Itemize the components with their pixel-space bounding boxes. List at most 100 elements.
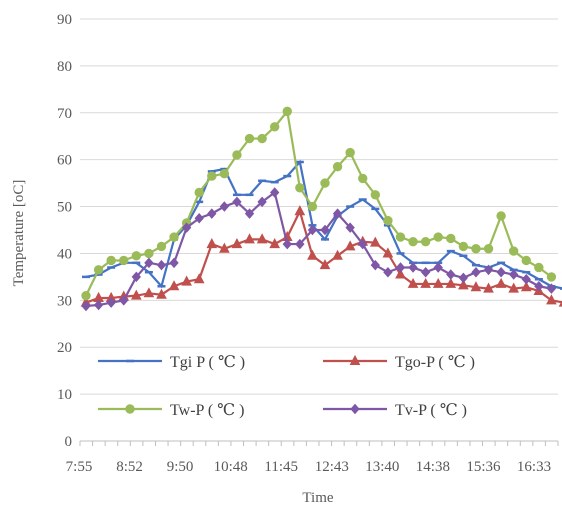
- y-tick-label: 80: [57, 59, 72, 75]
- data-point: [408, 237, 418, 247]
- data-point: [349, 354, 361, 365]
- data-point: [369, 236, 381, 247]
- y-tick-label: 90: [57, 12, 72, 28]
- data-point: [282, 106, 292, 117]
- data-point: [509, 269, 519, 280]
- data-point: [420, 266, 431, 278]
- legend-item: Tw-P ( ℃ ): [98, 402, 244, 419]
- x-tick-label: 15:36: [466, 459, 501, 475]
- data-point: [521, 273, 531, 285]
- data-point: [358, 238, 368, 250]
- data-point: [332, 162, 343, 172]
- y-tick-label: 20: [57, 340, 72, 356]
- data-point: [256, 233, 268, 244]
- data-point: [156, 288, 167, 299]
- data-point: [219, 169, 230, 179]
- data-point: [144, 257, 154, 269]
- data-point: [244, 133, 255, 144]
- legend-item: Tgi P ( ℃ ): [98, 354, 245, 371]
- data-point: [81, 290, 91, 301]
- data-point: [470, 281, 482, 292]
- data-point: [207, 208, 217, 219]
- data-point: [446, 233, 456, 244]
- legend-label: Tw-P ( ℃ ): [170, 402, 244, 419]
- data-point: [219, 201, 230, 212]
- data-point: [244, 233, 255, 244]
- data-point: [332, 249, 343, 260]
- y-axis-title: Temperature [oC]: [11, 180, 27, 287]
- data-point: [350, 403, 360, 415]
- legend-item: Tv-P ( ℃ ): [323, 402, 467, 419]
- data-point: [106, 297, 116, 308]
- data-point: [295, 238, 305, 250]
- data-point: [93, 265, 104, 275]
- data-point: [106, 255, 116, 266]
- data-point: [207, 171, 217, 181]
- data-point: [156, 259, 167, 271]
- data-point: [495, 277, 507, 288]
- data-point: [382, 247, 394, 258]
- data-point: [445, 277, 457, 288]
- x-tick-label: 12:43: [315, 459, 349, 475]
- x-tick-label: 8:52: [116, 459, 143, 475]
- data-point: [395, 262, 406, 273]
- data-point: [131, 251, 142, 261]
- data-point: [269, 237, 281, 249]
- data-point: [131, 271, 141, 283]
- data-point: [345, 147, 355, 158]
- y-tick-label: 50: [57, 200, 72, 216]
- x-tick-label: 11:45: [264, 459, 298, 475]
- legend-label: Tgi P ( ℃ ): [170, 354, 245, 371]
- data-point: [420, 237, 431, 247]
- data-point: [408, 262, 418, 273]
- data-point: [383, 215, 393, 226]
- data-point: [181, 275, 192, 286]
- data-point: [307, 249, 318, 260]
- x-tick-label: 13:40: [365, 459, 399, 475]
- data-point: [232, 150, 242, 160]
- legend-label: Tv-P ( ℃ ): [395, 402, 467, 419]
- data-point: [471, 244, 481, 254]
- data-point: [320, 224, 330, 236]
- data-point: [546, 294, 557, 305]
- data-point: [370, 190, 381, 200]
- x-tick-label: 9:50: [167, 459, 194, 475]
- data-point: [320, 178, 330, 188]
- data-point: [231, 237, 243, 249]
- data-point: [407, 277, 419, 288]
- data-point: [534, 262, 544, 273]
- data-point: [156, 241, 167, 252]
- y-tick-label: 30: [57, 293, 72, 309]
- data-point: [433, 232, 443, 242]
- y-tick-label: 40: [57, 246, 72, 262]
- data-point: [194, 213, 204, 224]
- data-point: [169, 257, 179, 269]
- data-point: [483, 282, 494, 293]
- legend-label: Tgo-P ( ℃ ): [395, 354, 475, 371]
- series-4: [81, 187, 557, 312]
- data-point: [345, 222, 355, 233]
- data-point: [446, 269, 456, 280]
- data-point: [244, 208, 255, 219]
- data-point: [282, 238, 292, 250]
- series-line: [85, 108, 553, 297]
- data-point: [307, 224, 318, 236]
- data-point: [471, 266, 481, 278]
- data-point: [332, 208, 343, 219]
- data-point: [520, 281, 532, 292]
- data-point: [168, 280, 180, 291]
- x-tick-label: 7:55: [66, 459, 93, 475]
- x-tick-label: 14:38: [416, 459, 450, 475]
- data-point: [383, 266, 393, 278]
- x-tick-label: 10:48: [214, 459, 248, 475]
- grid-lines: [80, 18, 558, 395]
- legend: Tgi P ( ℃ ) Tgo-P ( ℃ ) Tw-P ( ℃ ) Tv-P ( ℃…: [98, 354, 475, 419]
- data-point: [344, 240, 356, 251]
- data-point: [119, 255, 129, 266]
- data-point: [257, 196, 267, 208]
- data-point: [294, 205, 306, 216]
- data-point: [130, 289, 142, 300]
- data-point: [93, 299, 104, 311]
